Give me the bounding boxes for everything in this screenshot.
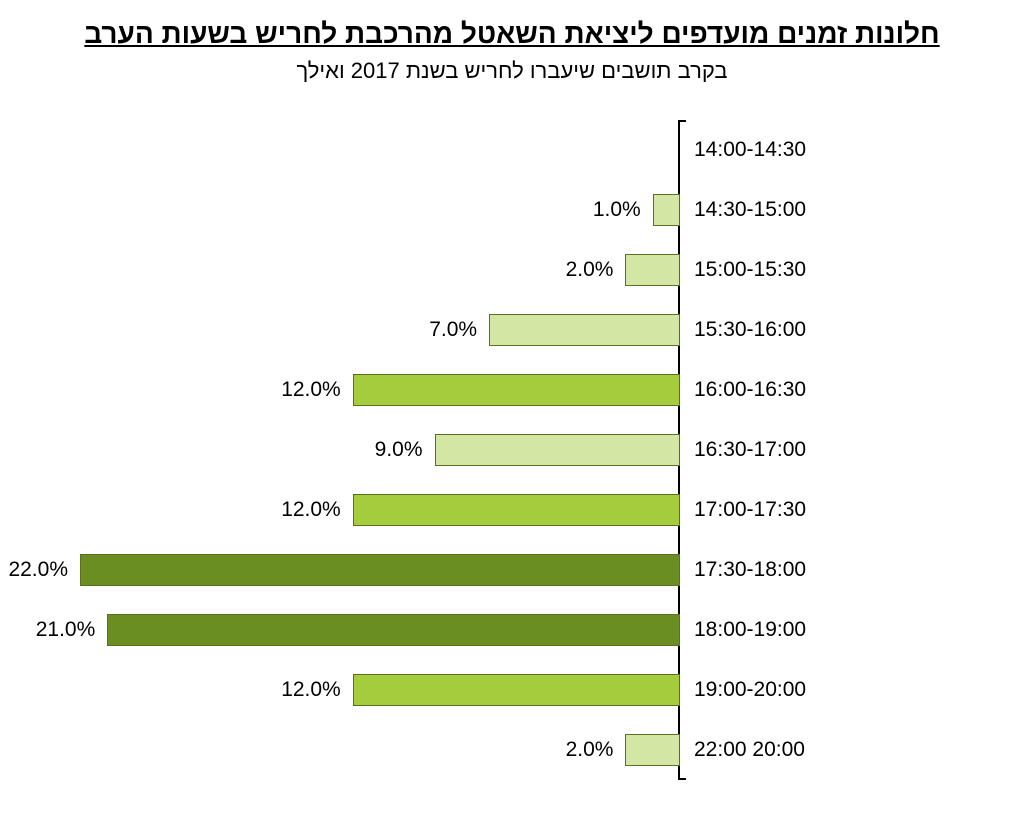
chart-container: חלונות זמנים מועדפים ליציאת השאטל מהרכבת… <box>0 0 1024 824</box>
bar-row: 7.0% <box>80 300 680 360</box>
category-label: 14:30-15:00 <box>694 180 806 240</box>
category-label: 18:00-19:00 <box>694 600 806 660</box>
value-label: 7.0% <box>429 314 477 346</box>
chart-subtitle: בקרב תושבים שיעברו לחריש בשנת 2017 ואילך <box>0 58 1024 84</box>
bar-row: 1.0% <box>80 180 680 240</box>
bar <box>353 374 680 406</box>
category-label: 15:00-15:30 <box>694 240 806 300</box>
bar <box>489 314 680 346</box>
value-label: 9.0% <box>375 434 423 466</box>
axis-tick-bottom <box>680 778 686 780</box>
value-label: 12.0% <box>281 674 341 706</box>
bar <box>653 194 680 226</box>
bar-row: 12.0% <box>80 360 680 420</box>
bar-row: 21.0% <box>80 600 680 660</box>
axis-tick-top <box>680 120 686 122</box>
bar-row <box>80 120 680 180</box>
bar-row: 2.0% <box>80 240 680 300</box>
bar <box>107 614 680 646</box>
bar <box>353 494 680 526</box>
bar-row: 2.0% <box>80 720 680 780</box>
bar-row: 12.0% <box>80 480 680 540</box>
bar <box>80 554 680 586</box>
category-label: 17:00-17:30 <box>694 480 806 540</box>
category-label: 14:00-14:30 <box>694 120 806 180</box>
value-label: 2.0% <box>566 254 614 286</box>
category-label: 19:00-20:00 <box>694 660 806 720</box>
value-label: 2.0% <box>566 734 614 766</box>
value-label: 22.0% <box>8 554 68 586</box>
bar-row: 9.0% <box>80 420 680 480</box>
value-label: 21.0% <box>36 614 96 646</box>
value-label: 1.0% <box>593 194 641 226</box>
bar <box>435 434 680 466</box>
category-label: 16:30-17:00 <box>694 420 806 480</box>
bar-row: 12.0% <box>80 660 680 720</box>
value-label: 12.0% <box>281 374 341 406</box>
bar-row: 22.0% <box>80 540 680 600</box>
bar <box>353 674 680 706</box>
value-label: 12.0% <box>281 494 341 526</box>
chart-title: חלונות זמנים מועדפים ליציאת השאטל מהרכבת… <box>0 18 1024 50</box>
category-label: 17:30-18:00 <box>694 540 806 600</box>
category-label: 16:00-16:30 <box>694 360 806 420</box>
plot-area: 1.0% 2.0% 7.0% 12.0% 9.0% 12.0% 22.0%21.0% 12.0… <box>80 120 680 780</box>
category-label: 20:00 22:00 <box>694 720 805 780</box>
bar <box>625 734 680 766</box>
bar <box>625 254 680 286</box>
category-label: 15:30-16:00 <box>694 300 806 360</box>
